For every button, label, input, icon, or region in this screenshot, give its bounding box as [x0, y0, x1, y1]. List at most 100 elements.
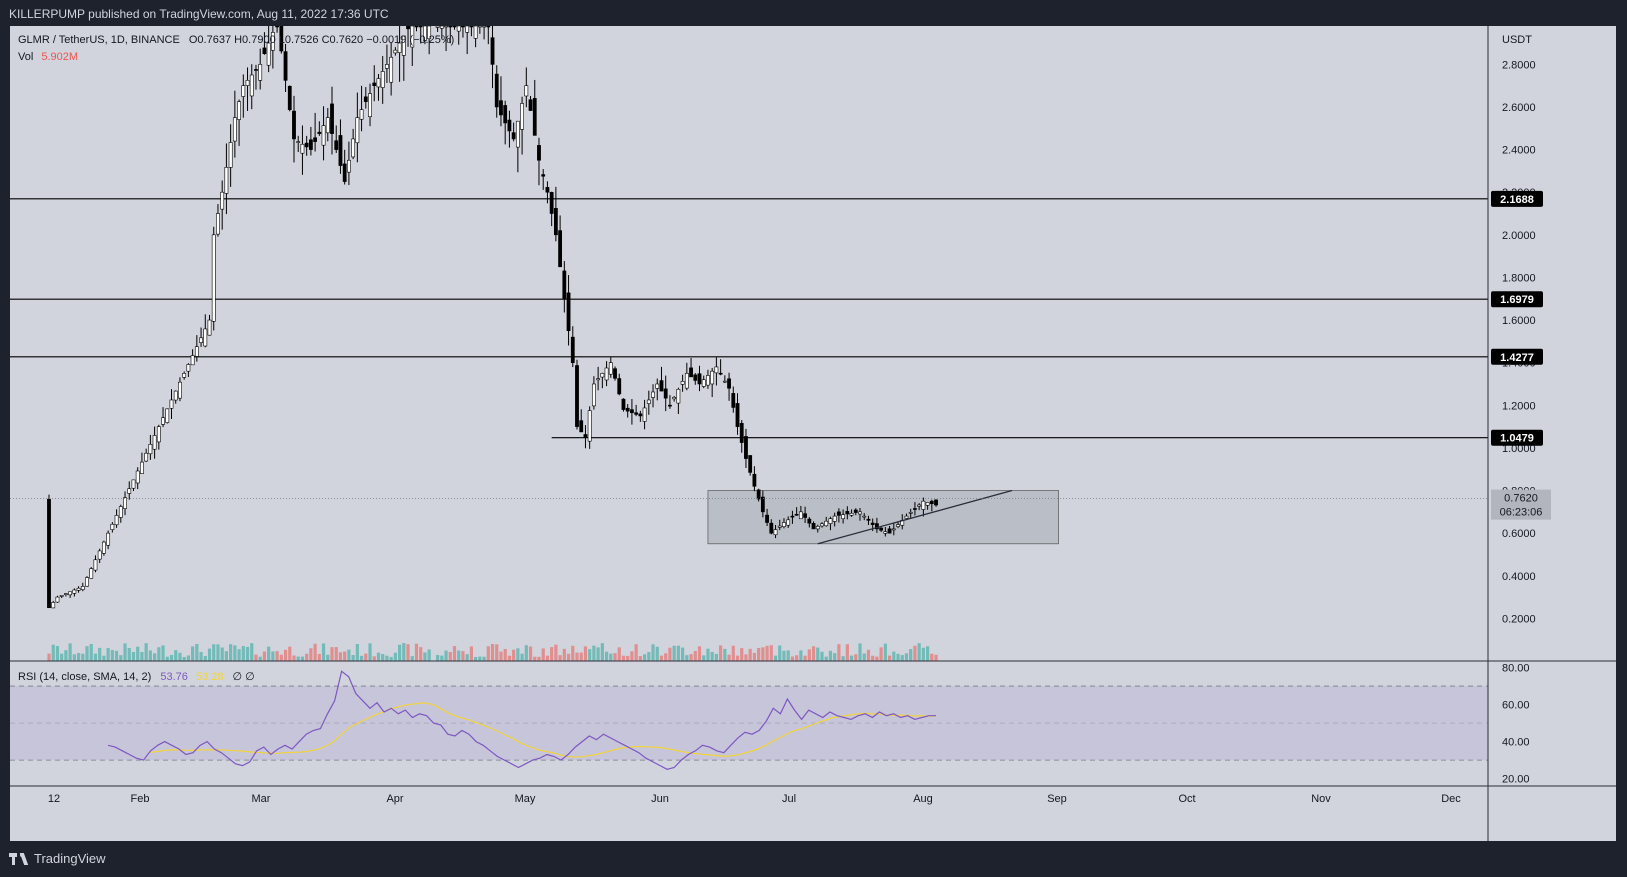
volume-bar — [237, 649, 241, 661]
volume-bar — [89, 644, 93, 661]
volume-bar — [778, 645, 782, 661]
candle-body — [308, 139, 313, 150]
volume-bar — [803, 655, 807, 661]
trendline[interactable] — [817, 489, 1013, 545]
candle-body — [406, 25, 410, 30]
volume-bar — [837, 644, 841, 661]
volume-bar — [474, 656, 478, 661]
horizontal-levels[interactable] — [10, 198, 1488, 439]
volume-bar — [571, 645, 575, 661]
rsi-axis[interactable]: 80.00 60.00 40.00 20.00 — [1502, 663, 1530, 786]
candle-body — [836, 511, 841, 516]
candle-body — [566, 292, 571, 332]
symbol-name: GLMR / TetherUS, 1D, BINANCE — [18, 34, 180, 46]
candle-body — [553, 208, 558, 236]
time-axis[interactable]: 12 Feb Mar Apr May Jun Jul Aug Sep Oct Nov Dec — [48, 793, 1461, 805]
volume-bar — [592, 645, 596, 661]
level-label-box — [1491, 190, 1543, 207]
candle-body — [140, 461, 144, 474]
volume-bar — [744, 654, 748, 661]
volume-bar — [457, 650, 461, 661]
rsi-tick-label: 80.00 — [1502, 663, 1530, 675]
candle-body — [744, 436, 748, 459]
candle-body — [511, 132, 516, 140]
last-price-label: 0.7620 06:23:06 — [1491, 489, 1551, 520]
tradingview-logo-icon — [9, 852, 29, 865]
candle-body — [642, 407, 647, 422]
volume-bar — [98, 647, 102, 661]
candle-body — [684, 373, 689, 389]
volume-bar — [579, 652, 583, 661]
volume-bar — [389, 656, 393, 661]
candle-body — [672, 397, 677, 400]
candle-body — [123, 497, 127, 509]
candle-body — [494, 73, 499, 108]
volume-bar — [275, 651, 279, 661]
candle-body — [832, 515, 837, 522]
time-tick-label: Nov — [1311, 793, 1331, 805]
rsi-extra: ∅ ∅ — [233, 671, 255, 683]
price-axis[interactable]: 2.80002.60002.40002.20002.00001.80001.60… — [1502, 59, 1536, 625]
volume-bar — [503, 648, 507, 661]
candle-body — [258, 64, 263, 81]
range-box[interactable] — [707, 490, 1059, 545]
volume-bar — [676, 645, 680, 661]
time-tick-label: Mar — [252, 793, 271, 805]
volume-bar — [414, 643, 419, 661]
volume-bars — [47, 643, 938, 661]
candle-body — [418, 25, 423, 28]
volume-bar — [668, 647, 672, 661]
volume-bar — [685, 655, 689, 661]
candle-body — [135, 470, 140, 484]
volume-bar — [148, 650, 152, 661]
candle-body — [76, 587, 81, 591]
volume-bar — [638, 656, 642, 661]
volume-bar — [157, 647, 161, 661]
candle-body — [173, 390, 178, 401]
volume-bar — [161, 645, 165, 661]
candle-body — [270, 32, 275, 51]
volume-bar — [452, 646, 457, 661]
candle-body — [169, 399, 174, 409]
volume-bar — [824, 656, 828, 661]
price-tick-label: 1.8000 — [1502, 272, 1536, 284]
volume-bar — [516, 648, 520, 661]
rsi-tick-label: 20.00 — [1502, 774, 1530, 786]
chart-frame[interactable]: USDT 2.80002.60002.40002.20002.00001.800… — [10, 25, 1616, 841]
volume-bar — [672, 645, 676, 661]
tradingview-brand[interactable]: TradingView — [9, 851, 106, 866]
volume-bar — [347, 649, 351, 661]
volume-bar — [440, 655, 444, 661]
candle-body — [562, 270, 567, 300]
volume-bar — [93, 653, 98, 661]
rsi-line — [107, 670, 936, 770]
volume-bar — [617, 647, 621, 661]
candle-body — [752, 473, 757, 487]
candle-body — [51, 602, 56, 609]
candle-body — [541, 174, 546, 177]
volume-bar — [321, 643, 326, 661]
candle-body — [693, 374, 698, 381]
candle-body — [887, 528, 892, 534]
volume-bar — [258, 656, 262, 661]
volume-bar — [64, 650, 68, 661]
candle-body — [600, 373, 605, 378]
candle-body — [520, 103, 524, 130]
candle-body — [351, 138, 356, 158]
price-tick-label: 2.0000 — [1502, 230, 1536, 242]
candle-body — [380, 71, 385, 88]
candle-body — [613, 368, 617, 379]
publisher-bar: KILLERPUMP published on TradingView.com,… — [0, 0, 1627, 26]
time-tick-label: May — [515, 793, 536, 805]
volume-bar — [659, 655, 664, 661]
candle-body — [342, 163, 347, 182]
rsi-legend: RSI (14, close, SMA, 14, 2) 53.76 53.28 … — [18, 671, 255, 683]
volume-bar — [165, 656, 169, 661]
candles[interactable] — [47, 25, 938, 609]
price-chart[interactable]: USDT 2.80002.60002.40002.20002.00001.800… — [10, 25, 1616, 841]
candle-body — [676, 389, 681, 404]
candle-body — [710, 370, 715, 385]
rsi-label: RSI (14, close, SMA, 14, 2) — [18, 671, 151, 683]
candle-body — [338, 135, 343, 166]
volume-bar — [921, 647, 925, 661]
